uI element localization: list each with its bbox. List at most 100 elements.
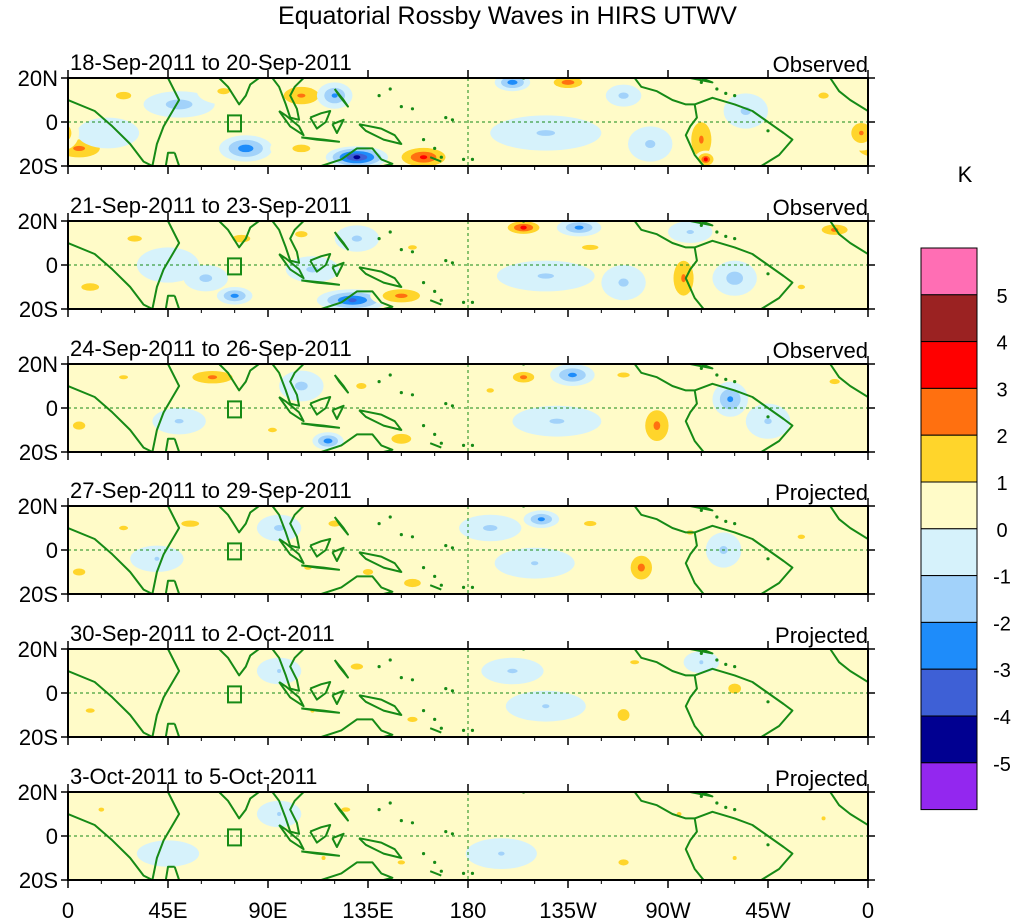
island <box>444 544 448 548</box>
island <box>715 801 719 805</box>
field-contour <box>85 708 95 713</box>
field-contour <box>498 851 505 856</box>
coastline <box>694 810 794 880</box>
coastlines <box>68 649 868 737</box>
coastline <box>218 792 260 820</box>
island <box>439 583 443 587</box>
island <box>461 300 466 304</box>
coastline <box>309 253 332 273</box>
field-contour <box>395 293 408 298</box>
island <box>724 377 728 381</box>
coastlines <box>68 221 868 309</box>
panel-status: Projected <box>775 766 868 791</box>
x-tick-label: 135E <box>342 898 393 923</box>
field-contour <box>653 421 661 430</box>
island <box>399 819 403 823</box>
coastline <box>278 538 305 565</box>
field-contour <box>486 388 494 393</box>
island <box>461 871 466 876</box>
coastline <box>278 681 305 708</box>
island <box>766 700 770 704</box>
coastline <box>333 374 349 394</box>
coastline <box>333 231 349 251</box>
coastline <box>278 824 305 851</box>
reference-box <box>227 257 242 276</box>
field-contour <box>681 274 686 283</box>
island <box>766 557 770 561</box>
island <box>724 805 728 810</box>
island <box>399 248 403 252</box>
coastline <box>309 396 332 416</box>
field-contour <box>520 225 527 230</box>
island <box>733 808 737 812</box>
panel-3: 20N 0 20S 24-Sep-2011 to 26-Sep-2011 Observe… <box>18 336 875 465</box>
island <box>377 522 381 526</box>
island <box>511 500 514 503</box>
coastline <box>68 78 181 166</box>
colorbar: K 5 4 3 2 1 0 -1 -2 -3 -4 -5 <box>920 162 1011 811</box>
island <box>439 869 443 873</box>
x-tick-label: 180 <box>450 898 487 923</box>
island <box>377 380 381 384</box>
field-contour <box>916 92 931 100</box>
field-contour <box>68 408 106 444</box>
coastline <box>68 506 181 594</box>
colorbar-bin <box>920 575 978 623</box>
field-contour <box>0 524 24 550</box>
field-contour <box>341 807 351 812</box>
island <box>470 443 475 447</box>
coastline <box>690 78 714 84</box>
island <box>470 585 475 590</box>
island <box>724 234 728 238</box>
field-contour <box>351 235 363 242</box>
island <box>421 566 426 570</box>
y-tick-label: 0 <box>46 824 58 849</box>
coastline <box>320 147 394 166</box>
coastline <box>68 792 181 880</box>
island <box>433 146 437 150</box>
island <box>461 585 466 590</box>
island <box>444 830 448 834</box>
coastline <box>690 364 714 370</box>
field-contour <box>507 79 518 85</box>
island <box>377 808 381 812</box>
field-contour <box>73 145 86 151</box>
island <box>470 300 475 304</box>
coastline <box>429 156 442 163</box>
field-contour <box>877 118 939 149</box>
coastline <box>333 88 349 108</box>
field-contour <box>350 663 364 670</box>
coastline <box>271 506 305 549</box>
coastline <box>218 78 260 106</box>
coastline <box>320 861 394 880</box>
field-contour <box>617 709 630 721</box>
panel-date-range: 24-Sep-2011 to 26-Sep-2011 <box>70 336 352 361</box>
field-contour <box>362 568 374 576</box>
island <box>421 424 426 428</box>
coastline <box>301 279 341 286</box>
colorbar-bin <box>920 668 978 717</box>
field-contour <box>637 563 645 572</box>
field-contour <box>859 130 864 136</box>
field-contour <box>407 716 418 722</box>
island <box>410 535 415 539</box>
y-tick-label: 20S <box>19 154 58 179</box>
field-contour <box>574 225 584 230</box>
colorbar-bin <box>920 294 978 343</box>
field-contour <box>507 668 518 674</box>
field-contour <box>584 521 597 527</box>
reference-box <box>227 114 242 133</box>
field-contour <box>618 278 629 287</box>
field-contour <box>821 816 826 821</box>
coastline <box>271 364 305 407</box>
coastline <box>309 538 332 558</box>
y-tick-label: 20S <box>19 725 58 750</box>
coastline <box>164 579 181 594</box>
coastline <box>690 506 714 512</box>
field-contour <box>568 372 577 378</box>
field-contour <box>353 155 361 160</box>
colorbar-bin <box>920 715 978 764</box>
coastline <box>309 681 332 701</box>
island <box>388 373 392 377</box>
field-contour <box>348 298 357 303</box>
